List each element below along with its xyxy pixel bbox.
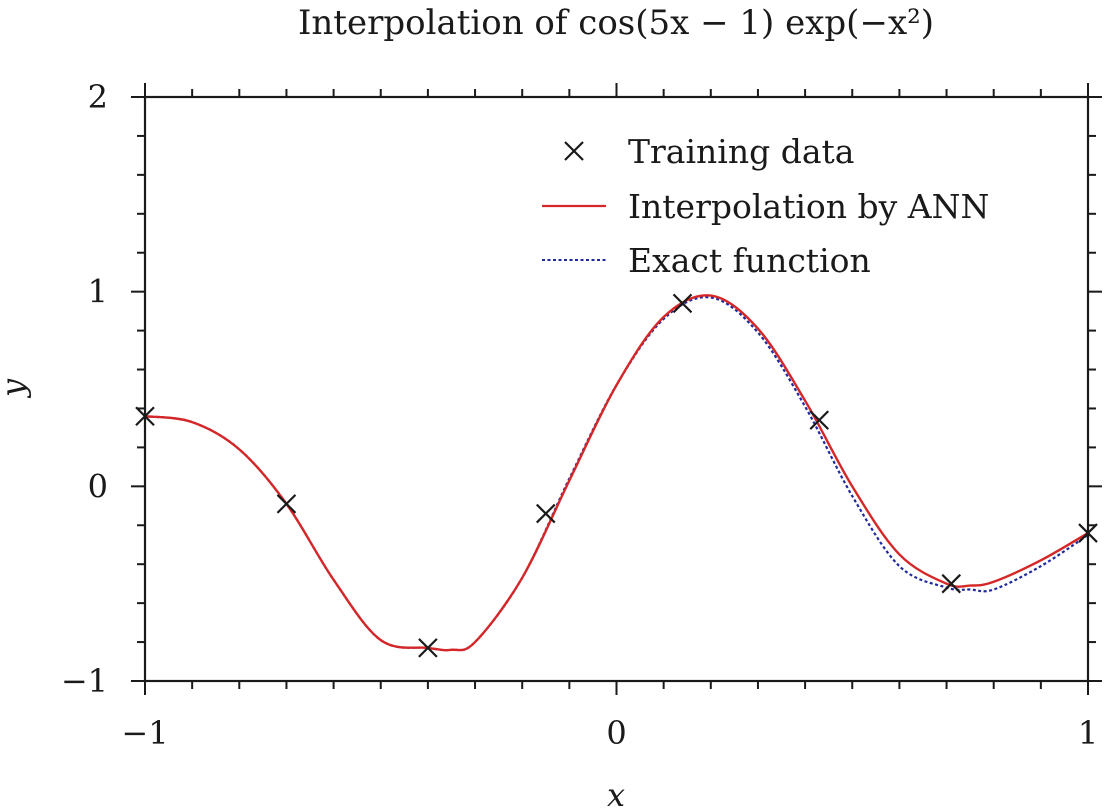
x-tick-label: 1 — [1078, 714, 1098, 752]
training-point — [276, 494, 297, 514]
x-tick-label: −1 — [121, 714, 168, 752]
y-tick-label: −1 — [61, 662, 108, 700]
y-tick-label: 0 — [88, 467, 108, 505]
legend-entry-training: Training data — [564, 132, 854, 171]
chart-title: Interpolation of cos(5x − 1) exp(−x²) — [298, 3, 934, 43]
legend-marker-x — [564, 141, 584, 161]
exact-function-line — [144, 296, 1089, 652]
legend-label-training: Training data — [628, 132, 854, 171]
legend-label-exact: Exact function — [628, 241, 871, 280]
training-point — [809, 410, 830, 430]
legend-entry-interp: Interpolation by ANN — [542, 187, 989, 226]
series-layer — [135, 293, 1098, 658]
y-tick-label: 2 — [88, 78, 108, 116]
legend-entry-exact: Exact function — [542, 241, 871, 280]
x-tick-label: 0 — [606, 714, 626, 752]
legend-label-interp: Interpolation by ANN — [628, 187, 989, 226]
training-point — [535, 503, 556, 524]
training-point — [941, 573, 962, 594]
ticks-layer: −1 0 1 −1 0 1 2 — [61, 78, 1102, 752]
legend: Training data Interpolation by ANN Exact… — [542, 132, 989, 280]
y-axis-label: y — [0, 378, 32, 399]
training-point — [418, 638, 438, 658]
training-point — [672, 293, 693, 314]
x-axis-label: x — [607, 776, 625, 809]
y-tick-label: 1 — [88, 273, 108, 311]
plot-frame — [143, 95, 1090, 683]
interpolation-line — [144, 294, 1089, 652]
